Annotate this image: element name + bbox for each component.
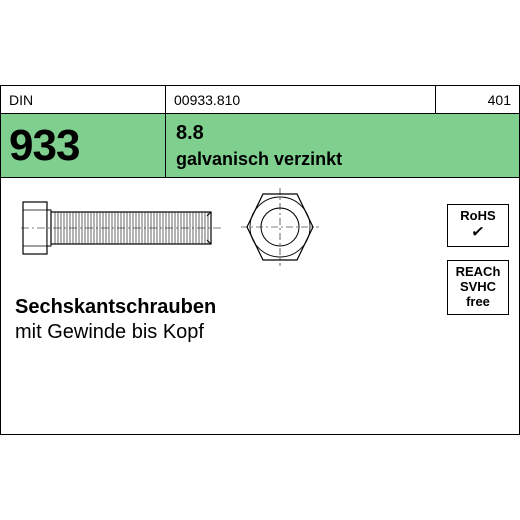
green-header: 933 8.8 galvanisch verzinkt bbox=[1, 114, 519, 178]
code-number: 401 bbox=[488, 92, 511, 108]
reach-line2: SVHC bbox=[450, 280, 506, 295]
article-number: 00933.810 bbox=[174, 92, 240, 108]
product-spec-card: DIN 00933.810 401 933 8.8 galvanisch ver… bbox=[0, 85, 520, 435]
bolt-hex-front-icon bbox=[241, 188, 319, 266]
topbar: DIN 00933.810 401 bbox=[1, 86, 519, 114]
bolt-side-view-icon bbox=[21, 196, 221, 260]
description-title: Sechskantschrauben bbox=[15, 296, 216, 319]
rohs-label: RoHS bbox=[450, 209, 506, 224]
check-icon: ✓ bbox=[470, 223, 486, 243]
grade-finish-cell: 8.8 galvanisch verzinkt bbox=[166, 114, 519, 177]
code-cell: 401 bbox=[436, 86, 519, 113]
standard-label: DIN bbox=[9, 92, 33, 108]
standard-label-cell: DIN bbox=[1, 86, 166, 113]
article-cell: 00933.810 bbox=[166, 86, 436, 113]
card-body: Sechskantschrauben mit Gewinde bis Kopf … bbox=[1, 178, 519, 434]
din-number-cell: 933 bbox=[1, 114, 166, 177]
rohs-badge: RoHS ✓ bbox=[447, 204, 509, 247]
reach-line1: REACh bbox=[450, 265, 506, 280]
strength-grade: 8.8 bbox=[176, 122, 509, 145]
description-subtitle: mit Gewinde bis Kopf bbox=[15, 321, 216, 344]
description-block: Sechskantschrauben mit Gewinde bis Kopf bbox=[15, 296, 216, 344]
reach-line3: free bbox=[450, 295, 506, 310]
surface-finish: galvanisch verzinkt bbox=[176, 149, 509, 170]
din-number: 933 bbox=[9, 121, 79, 171]
reach-badge: REACh SVHC free bbox=[447, 260, 509, 315]
